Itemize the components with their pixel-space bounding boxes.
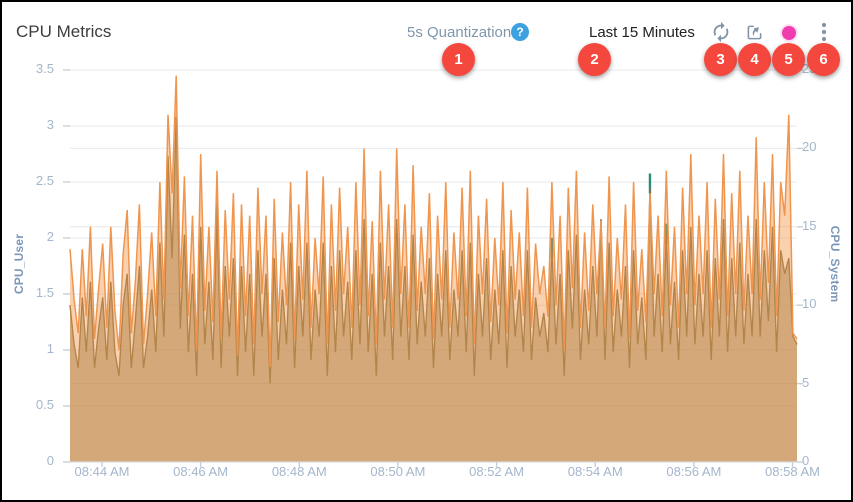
left-tick-label: 3.5 [35,61,54,76]
callout-badge-5: 5 [772,43,805,76]
kebab-menu-icon[interactable] [818,21,830,43]
x-tick-label: 08:50 AM [370,464,426,479]
left-axis-title: CPU_User [12,233,26,295]
x-tick-label: 08:54 AM [567,464,623,479]
x-tick-label: 08:48 AM [271,464,327,479]
right-tick-label: 10 [802,296,817,312]
callout-badge-1: 1 [442,43,475,76]
right-tick-label: 15 [802,217,817,233]
x-tick-label: 08:52 AM [469,464,525,479]
x-tick-label: 08:58 AM [765,464,820,479]
left-tick-label: 1.5 [35,285,54,300]
left-tick-label: 0 [46,453,54,468]
refresh-icon[interactable] [710,21,732,43]
callout-badge-3: 3 [704,43,737,76]
left-tick-label: 0.5 [35,397,54,412]
right-tick-label: 0 [802,453,810,468]
left-tick-label: 1 [46,341,54,356]
right-tick-label: 5 [802,374,810,390]
left-tick-label: 2 [46,229,54,244]
left-tick-label: 3 [46,117,54,132]
x-tick-label: 08:46 AM [173,464,229,479]
chart-plot-area[interactable] [62,69,805,469]
export-icon[interactable] [744,22,765,43]
callout-badge-6: 6 [807,43,840,76]
time-range-selector[interactable]: Last 15 Minutes [589,24,695,41]
right-axis-title: CPU_System [828,225,842,303]
quantization-label: 5s Quantization [407,24,512,41]
chart-svg [63,69,803,467]
callout-badge-2: 2 [578,43,611,76]
right-tick-label: 20 [802,139,817,155]
record-dot-icon[interactable] [782,26,796,40]
help-icon[interactable]: ? [511,23,529,41]
x-tick-label: 08:56 AM [666,464,722,479]
page-title: CPU Metrics [16,22,112,41]
callout-badge-4: 4 [738,43,771,76]
left-tick-label: 2.5 [35,173,54,188]
x-tick-label: 08:44 AM [74,464,130,479]
